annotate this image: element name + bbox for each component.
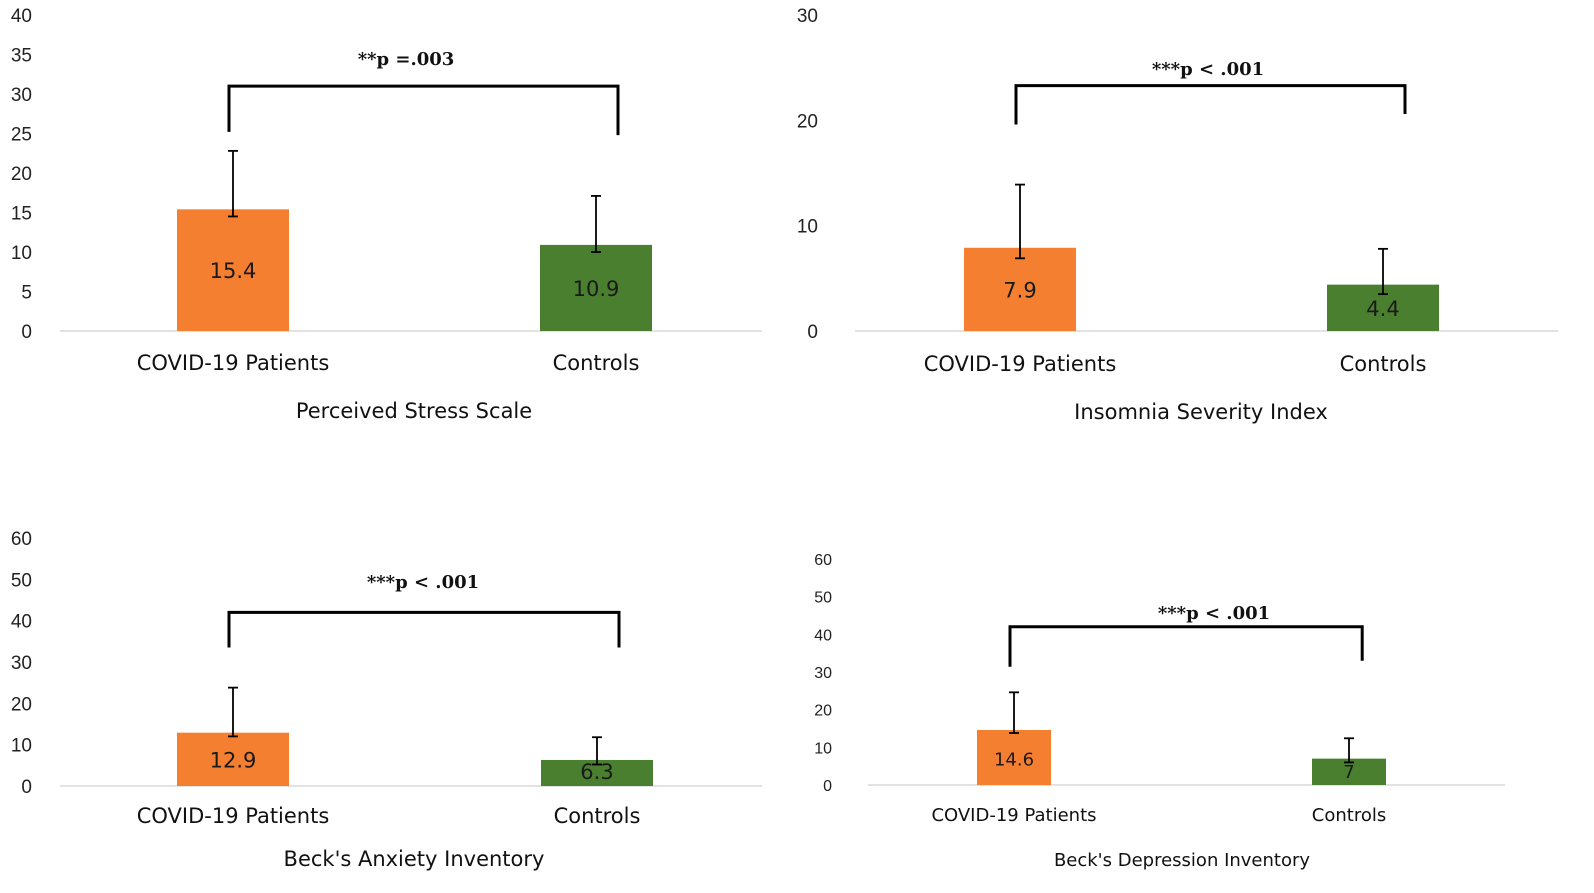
significance-label: ***p < .001 — [1158, 603, 1270, 624]
category-label: COVID-19 Patients — [924, 352, 1117, 376]
chart-panel-4: 0 10 20 30 40 50 60 14.6 COVID-19 Patients 7 Contr… — [814, 552, 1505, 871]
y-tick-label: 20 — [814, 703, 832, 720]
error-bar — [1015, 183, 1025, 260]
bar-controls — [540, 244, 652, 331]
bar-covid-patients — [177, 732, 289, 786]
significance-bracket — [227, 610, 621, 648]
bar-covid-patients — [977, 730, 1051, 785]
data-label: 4.4 — [1366, 297, 1399, 321]
y-tick-label: 30 — [814, 665, 832, 682]
error-bar — [228, 686, 238, 738]
data-label: 14.6 — [994, 750, 1034, 771]
x-axis-title: Insomnia Severity Index — [1074, 400, 1328, 424]
significance-bracket — [1008, 625, 1364, 667]
data-label: 7 — [1343, 762, 1354, 783]
data-label: 15.4 — [210, 259, 257, 283]
error-bar — [1344, 737, 1354, 764]
significance-label: ***p < .001 — [1152, 59, 1264, 80]
y-tick-label: 10 — [797, 217, 818, 238]
y-tick-label: 20 — [797, 111, 818, 132]
error-bar — [591, 195, 601, 253]
y-tick-label: 30 — [11, 85, 32, 106]
y-tick-label: 60 — [814, 552, 832, 569]
y-tick-label: 10 — [11, 736, 32, 757]
error-bar — [1378, 247, 1388, 296]
y-tick-label: 40 — [11, 612, 32, 633]
y-tick-label: 10 — [814, 740, 832, 757]
category-label: Controls — [1340, 352, 1427, 376]
y-tick-label: 5 — [21, 283, 32, 304]
y-tick-label: 30 — [797, 6, 818, 27]
category-label: Controls — [553, 351, 640, 375]
significance-label: **p =.003 — [358, 49, 455, 70]
category-label: COVID-19 Patients — [137, 804, 330, 828]
y-tick-label: 0 — [823, 778, 832, 795]
y-tick-label: 0 — [807, 322, 818, 343]
bar-covid-patients — [964, 247, 1076, 331]
y-tick-label: 40 — [814, 627, 832, 644]
x-axis-title: Beck's Depression Inventory — [1054, 850, 1310, 871]
y-tick-label: 25 — [11, 125, 32, 146]
y-tick-label: 50 — [11, 570, 32, 591]
significance-label: ***p < .001 — [367, 572, 479, 593]
category-label: Controls — [554, 804, 641, 828]
chart-panel-1: 0 5 10 15 20 25 30 35 40 15.4 COVID-19 Patients 10.… — [11, 6, 762, 423]
y-tick-label: 50 — [814, 590, 832, 607]
y-tick-label: 35 — [11, 46, 32, 67]
data-label: 6.3 — [580, 760, 613, 784]
y-tick-label: 20 — [11, 694, 32, 715]
x-axis-title: Beck's Anxiety Inventory — [284, 847, 545, 871]
chart-panel-2: 0 10 20 30 7.9 COVID-19 Patients 4.4 Controls **… — [797, 6, 1558, 424]
significance-bracket — [1014, 84, 1407, 125]
error-bar — [592, 736, 602, 766]
data-label: 7.9 — [1003, 278, 1036, 302]
bar-covid-patients — [177, 209, 289, 331]
y-tick-label: 40 — [11, 6, 32, 27]
y-tick-label: 60 — [11, 529, 32, 550]
y-tick-label: 0 — [21, 777, 32, 798]
error-bar — [1009, 691, 1019, 734]
y-tick-label: 15 — [11, 204, 32, 225]
data-label: 12.9 — [210, 748, 257, 772]
y-tick-label: 30 — [11, 653, 32, 674]
y-tick-label: 0 — [21, 322, 32, 343]
x-axis-title: Perceived Stress Scale — [296, 399, 532, 423]
error-bar — [228, 149, 238, 218]
data-label: 10.9 — [573, 277, 620, 301]
significance-bracket — [227, 84, 620, 136]
category-label: Controls — [1312, 805, 1386, 826]
y-tick-label: 10 — [11, 243, 32, 264]
y-tick-label: 20 — [11, 164, 32, 185]
category-label: COVID-19 Patients — [931, 805, 1096, 826]
category-label: COVID-19 Patients — [137, 351, 330, 375]
chart-panel-3: 0 10 20 30 40 50 60 12.9 COVID-19 Patients 6.3 Con… — [11, 529, 762, 871]
